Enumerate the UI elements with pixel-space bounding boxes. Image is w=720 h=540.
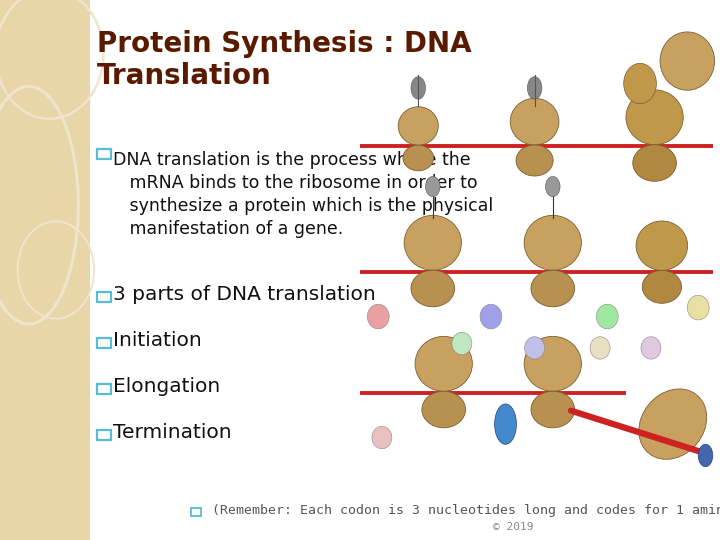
Ellipse shape [516,145,553,176]
Ellipse shape [624,63,657,104]
Ellipse shape [639,389,707,460]
Bar [0,0,90,540]
Ellipse shape [426,177,440,197]
Ellipse shape [546,177,560,197]
Ellipse shape [495,404,516,444]
Ellipse shape [480,304,502,329]
Ellipse shape [596,304,618,329]
Text: DNA translation is the process where the
   mRNA binds to the ribosome in order : DNA translation is the process where the… [113,151,493,238]
Ellipse shape [404,215,462,270]
Bar [97,384,111,394]
Ellipse shape [524,336,582,391]
Ellipse shape [403,145,433,171]
Ellipse shape [524,215,582,270]
Ellipse shape [531,270,575,307]
Text: Protein Synthesis : DNA
Translation: Protein Synthesis : DNA Translation [97,30,472,90]
Bar [97,292,111,302]
Ellipse shape [510,98,559,145]
Ellipse shape [660,32,714,90]
Text: © 2019: © 2019 [493,522,534,531]
Ellipse shape [642,271,682,303]
Ellipse shape [411,270,454,307]
Ellipse shape [633,145,676,181]
Bar [191,509,201,516]
Ellipse shape [527,77,542,99]
Text: Initiation: Initiation [113,330,202,350]
Ellipse shape [452,332,472,355]
Ellipse shape [372,427,392,449]
Ellipse shape [698,444,713,467]
Ellipse shape [398,107,438,145]
Ellipse shape [531,391,575,428]
Ellipse shape [411,77,426,99]
Ellipse shape [415,336,472,391]
Text: Elongation: Elongation [113,376,220,396]
Ellipse shape [626,90,683,145]
Bar [97,430,111,440]
Text: (Remember: Each codon is 3 nucleotides long and codes for 1 amino acid.): (Remember: Each codon is 3 nucleotides l… [212,504,720,517]
Ellipse shape [422,391,466,428]
Bar [97,149,111,159]
Bar [97,338,111,348]
Ellipse shape [636,221,688,271]
Ellipse shape [525,337,544,359]
Text: 3 parts of DNA translation: 3 parts of DNA translation [113,285,376,304]
Text: Termination: Termination [113,422,232,442]
Ellipse shape [367,304,390,329]
Ellipse shape [641,337,661,359]
Ellipse shape [688,295,709,320]
Ellipse shape [590,337,610,359]
